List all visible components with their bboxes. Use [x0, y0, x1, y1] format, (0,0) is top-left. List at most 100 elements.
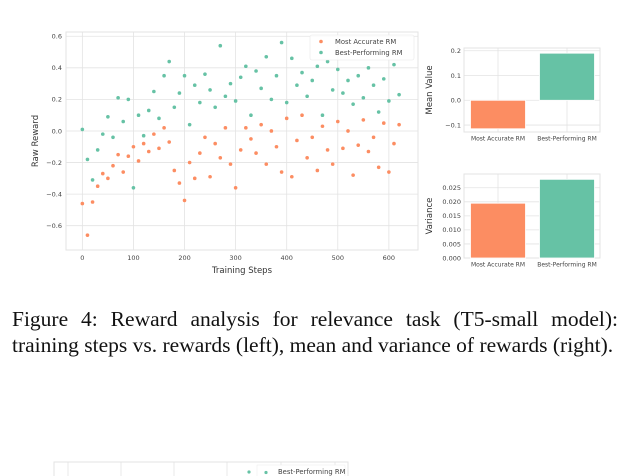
scatter-point-best-performing [208, 88, 212, 92]
scatter-point-most-accurate [172, 168, 177, 173]
scatter-point-best-performing [376, 110, 381, 114]
y-tick-label: 0.025 [442, 184, 461, 192]
y-tick-label: 0.0 [52, 127, 62, 135]
scatter-point-best-performing [198, 100, 202, 105]
scatter-point-most-accurate [131, 144, 136, 149]
scatter-point-most-accurate [310, 135, 315, 140]
scatter-point-best-performing [203, 72, 207, 76]
scatter-point-most-accurate [397, 122, 401, 127]
scatter-point-best-performing [315, 64, 320, 69]
bar-best-performing [539, 178, 595, 259]
y-tick-label: −0.4 [46, 190, 62, 198]
scatter-point-best-performing [346, 78, 350, 83]
scatter-point-most-accurate [366, 149, 371, 154]
scatter-point-best-performing [249, 113, 253, 117]
x-tick-label: Best-Performing RM [537, 262, 597, 269]
y-tick-label: −0.6 [46, 222, 62, 230]
scatter-point-best-performing [254, 69, 258, 73]
scatter-point-best-performing [284, 100, 289, 105]
scatter-point-best-performing [274, 73, 279, 78]
y-tick-label: 0.000 [442, 254, 461, 262]
scatter-point-most-accurate [111, 163, 115, 168]
scatter-point-most-accurate [136, 159, 141, 163]
bar-best-performing [539, 52, 595, 101]
y-tick-label: 0.1 [451, 72, 461, 80]
scatter-point-best-performing [141, 133, 146, 138]
scatter-point-best-performing [361, 96, 366, 100]
y-axis-label: Mean Value [425, 65, 435, 114]
scatter-point-most-accurate [80, 201, 85, 206]
x-tick-label: 100 [127, 254, 139, 262]
scatter-point-most-accurate [249, 137, 253, 141]
scatter-point-best-performing [387, 99, 391, 103]
bar-most-accurate [470, 202, 526, 259]
scatter-point-best-performing [366, 66, 371, 70]
scatter-plot-area [65, 31, 419, 251]
scatter-point-most-accurate [213, 141, 217, 146]
scatter-point-most-accurate [244, 126, 248, 130]
x-tick-label: Most Accurate RM [471, 262, 525, 269]
scatter-point-best-performing [305, 94, 309, 99]
scatter-point-best-performing [295, 83, 299, 87]
scatter-point-most-accurate [203, 135, 207, 140]
scatter-point-best-performing [341, 91, 345, 95]
scatter-point-most-accurate [126, 154, 131, 159]
y-tick-label: 0.005 [442, 240, 461, 248]
scatter-point-most-accurate [192, 176, 197, 181]
scatter-point-best-performing [259, 86, 263, 91]
scatter-point-most-accurate [254, 151, 258, 155]
scatter-point-most-accurate [146, 149, 151, 154]
scatter-point-best-performing [381, 77, 386, 81]
scatter-point-most-accurate [351, 173, 355, 177]
scatter-point-most-accurate [376, 165, 381, 170]
scatter-point-best-performing [126, 97, 131, 102]
scatter-point-most-accurate [325, 148, 330, 152]
scatter-point-best-performing [351, 102, 355, 106]
scatter-point-most-accurate [284, 116, 289, 121]
legend-marker [264, 470, 268, 475]
scatter-point-most-accurate [335, 119, 340, 124]
scatter-point-most-accurate [392, 141, 396, 146]
y-tick-label: 0.4 [52, 64, 62, 72]
scatter-point-most-accurate [167, 140, 171, 144]
scatter-point-best-performing [106, 114, 110, 119]
scatter-point-most-accurate [279, 170, 284, 174]
scatter-point-best-performing [213, 105, 217, 110]
scatter-point-best-performing [192, 83, 197, 87]
scatter-point-best-performing [264, 54, 269, 59]
scatter-point-most-accurate [106, 176, 110, 181]
scatter-point-most-accurate [290, 174, 294, 179]
scatter-point-most-accurate [121, 170, 126, 174]
scatter-point-best-performing [182, 73, 187, 78]
scatter-point-most-accurate [100, 171, 105, 176]
scatter-point-most-accurate [233, 186, 238, 190]
y-tick-label: 0.6 [52, 33, 62, 41]
scatter-point-most-accurate [218, 156, 223, 160]
y-tick-label: 0.2 [52, 96, 62, 104]
scatter-point-most-accurate [274, 144, 279, 149]
scatter-point-most-accurate [371, 135, 376, 140]
scatter-point-best-performing [162, 73, 166, 78]
legend-marker-0 [319, 39, 323, 44]
scatter-point-most-accurate [228, 162, 233, 166]
x-tick-label: 500 [332, 254, 344, 262]
scatter-point-most-accurate [116, 152, 120, 157]
scatter-point-best-performing [146, 108, 151, 113]
scatter-point-most-accurate [300, 113, 304, 117]
scatter-point-best-performing [392, 62, 396, 67]
scatter-point-most-accurate [264, 162, 269, 166]
scatter-point-best-performing [320, 113, 325, 117]
x-tick-label: 0 [80, 254, 84, 262]
legend-label: Best-Performing RM [278, 468, 346, 476]
scatter-point-most-accurate [361, 118, 366, 122]
scatter-point-most-accurate [177, 181, 182, 185]
scatter-point-best-performing [371, 83, 376, 87]
x-tick-label: 400 [280, 254, 292, 262]
scatter-point-best-performing [300, 70, 304, 75]
scatter-point-best-performing [233, 99, 238, 103]
scatter-point-best-performing [111, 135, 115, 140]
scatter-point-most-accurate [387, 170, 391, 174]
scatter-point-best-performing [356, 73, 361, 78]
y-tick-label: 0.010 [442, 226, 461, 234]
scatter-point-best-performing [136, 113, 141, 117]
